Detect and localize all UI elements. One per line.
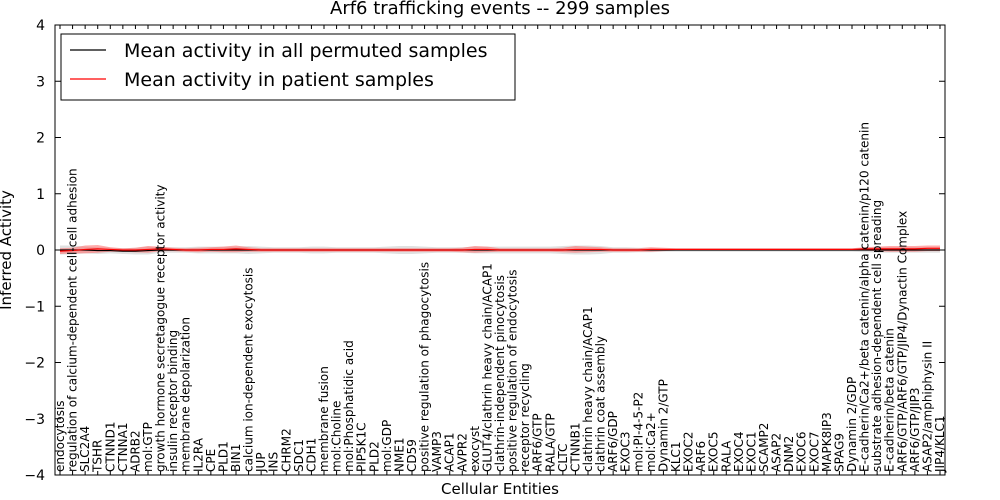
category-label: ASAP2/amphiphysin II xyxy=(920,341,934,472)
category-label: AVPR2 xyxy=(455,433,469,472)
category-label: exocyst xyxy=(468,426,482,472)
category-label: SCAMP2 xyxy=(757,423,771,472)
category-label: ASAP2 xyxy=(770,433,784,472)
category-label: mol:PI-4-5-P2 xyxy=(631,392,645,472)
category-label: endocytosis xyxy=(53,400,67,472)
y-tick-label: 0 xyxy=(36,243,45,259)
category-label: ARF6 xyxy=(694,441,708,472)
category-label: mol:GTP xyxy=(141,422,155,472)
y-tick-label: 4 xyxy=(36,18,45,34)
y-tick-label: −3 xyxy=(24,412,45,428)
category-label: CLTC xyxy=(556,444,570,472)
category-label: MAPK8IP3 xyxy=(820,412,834,472)
legend-box xyxy=(60,33,516,101)
category-label: ARF6/GDP xyxy=(606,411,620,472)
category-label: clathrin-independent pinocytosis xyxy=(493,275,507,472)
category-label: E-cadherin/beta catenin xyxy=(883,328,897,472)
category-label: JIP4/KLC1 xyxy=(933,415,947,473)
category-label: mol:Ca2+ xyxy=(644,412,658,472)
series-line-patient xyxy=(59,247,940,252)
category-label: CTNNB1 xyxy=(568,422,582,472)
category-label: SDC1 xyxy=(292,439,306,472)
category-label: EXOC7 xyxy=(807,432,821,473)
category-label: EXOC5 xyxy=(707,432,721,473)
category-label: CHRM2 xyxy=(279,428,293,472)
category-label: EXOC2 xyxy=(682,432,696,473)
category-label: EXOC1 xyxy=(744,432,758,473)
category-label: VAMP3 xyxy=(430,431,444,472)
category-label: KLC1 xyxy=(669,441,683,472)
category-label: GLUT4/clathrin heavy chain/ACAP1 xyxy=(480,263,494,472)
category-label: CD59 xyxy=(405,439,419,472)
category-label: insulin receptor binding xyxy=(166,330,180,472)
category-label: PLD1 xyxy=(216,441,230,472)
category-label: ARF6/GTP/ARF6/GTP/JIP4/Dynactin Complex xyxy=(895,211,909,472)
category-label: clathrin coat assembly xyxy=(594,336,608,472)
category-label: EXOC6 xyxy=(795,432,809,473)
category-label: substrate adhesion-dependent cell spread… xyxy=(870,200,884,472)
category-label: growth hormone secretagogue receptor act… xyxy=(154,185,168,472)
category-label: PLD2 xyxy=(367,441,381,472)
category-label: PIP5K1C xyxy=(355,422,369,472)
category-label: mol:GDP xyxy=(380,420,394,472)
category-label: mol:Phosphatidic acid xyxy=(342,340,356,472)
chart-title: Arf6 trafficking events -- 299 samples xyxy=(330,0,670,19)
y-tick-label: −4 xyxy=(24,468,45,484)
category-label: RALA xyxy=(719,440,733,472)
category-label: CDH1 xyxy=(304,438,318,472)
category-label: TSHR xyxy=(91,440,105,473)
y-tick-label: −1 xyxy=(24,299,45,315)
category-label: membrane depolarization xyxy=(179,317,193,472)
category-label: BIN1 xyxy=(229,444,243,472)
category-label: NME1 xyxy=(392,437,406,472)
category-label: EXOC4 xyxy=(732,432,746,473)
y-tick-label: −2 xyxy=(24,356,45,372)
category-label: CPE xyxy=(204,449,218,472)
category-label: Dynamin 2/GTP xyxy=(656,379,670,472)
category-label: mol:Choline xyxy=(330,401,344,472)
legend: Mean activity in all permuted samples Me… xyxy=(60,33,516,101)
category-label: ADRB2 xyxy=(128,430,142,472)
category-label: SLC2A4 xyxy=(78,426,92,472)
category-label: INS xyxy=(267,452,281,472)
category-label: JUP xyxy=(254,452,268,473)
legend-label-permuted: Mean activity in all permuted samples xyxy=(124,40,487,62)
y-axis: 4 3 2 1 0 −1 −2 −3 −4 xyxy=(24,18,945,484)
x-axis-title: Cellular Entities xyxy=(441,480,559,498)
category-label: IL2RA xyxy=(191,437,205,472)
category-label: ARF6/GTP/JIP3 xyxy=(908,387,922,472)
category-label: SPAG9 xyxy=(832,433,846,472)
category-label: CTNNA1 xyxy=(116,422,130,472)
y-tick-label: 3 xyxy=(36,74,45,90)
category-label: DNM2 xyxy=(782,436,796,472)
y-axis-title: Inferred Activity xyxy=(0,190,15,310)
category-label: RALA/GTP xyxy=(543,413,557,472)
category-label: receptor recycling xyxy=(518,363,532,472)
y-tick-label: 2 xyxy=(36,131,45,147)
series-lines xyxy=(59,247,940,252)
category-label: positive regulation of phagocytosis xyxy=(418,262,432,472)
legend-label-patient: Mean activity in patient samples xyxy=(124,69,434,91)
category-label: EXOC3 xyxy=(619,432,633,473)
category-label: positive regulation of endocytosis xyxy=(506,269,520,472)
y-tick-label: 1 xyxy=(36,187,45,203)
category-label: membrane fusion xyxy=(317,366,331,472)
category-label: ARF6/GTP xyxy=(531,413,545,472)
category-label: clathrin heavy chain/ACAP1 xyxy=(581,306,595,472)
category-label: E-cadherin/Ca2+/beta catenin/alpha caten… xyxy=(858,122,872,472)
category-label: regulation of calcium-dependent cell-cel… xyxy=(66,168,80,472)
category-label: Dynamin 2/GDP xyxy=(845,377,859,472)
category-label: CTNND1 xyxy=(103,421,117,472)
category-label: calcium ion-dependent exocytosis xyxy=(242,268,256,473)
category-label: ACAP1 xyxy=(443,433,457,472)
x-axis xyxy=(59,25,941,475)
